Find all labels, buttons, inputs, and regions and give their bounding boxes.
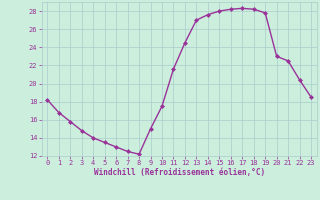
X-axis label: Windchill (Refroidissement éolien,°C): Windchill (Refroidissement éolien,°C) (94, 168, 265, 177)
